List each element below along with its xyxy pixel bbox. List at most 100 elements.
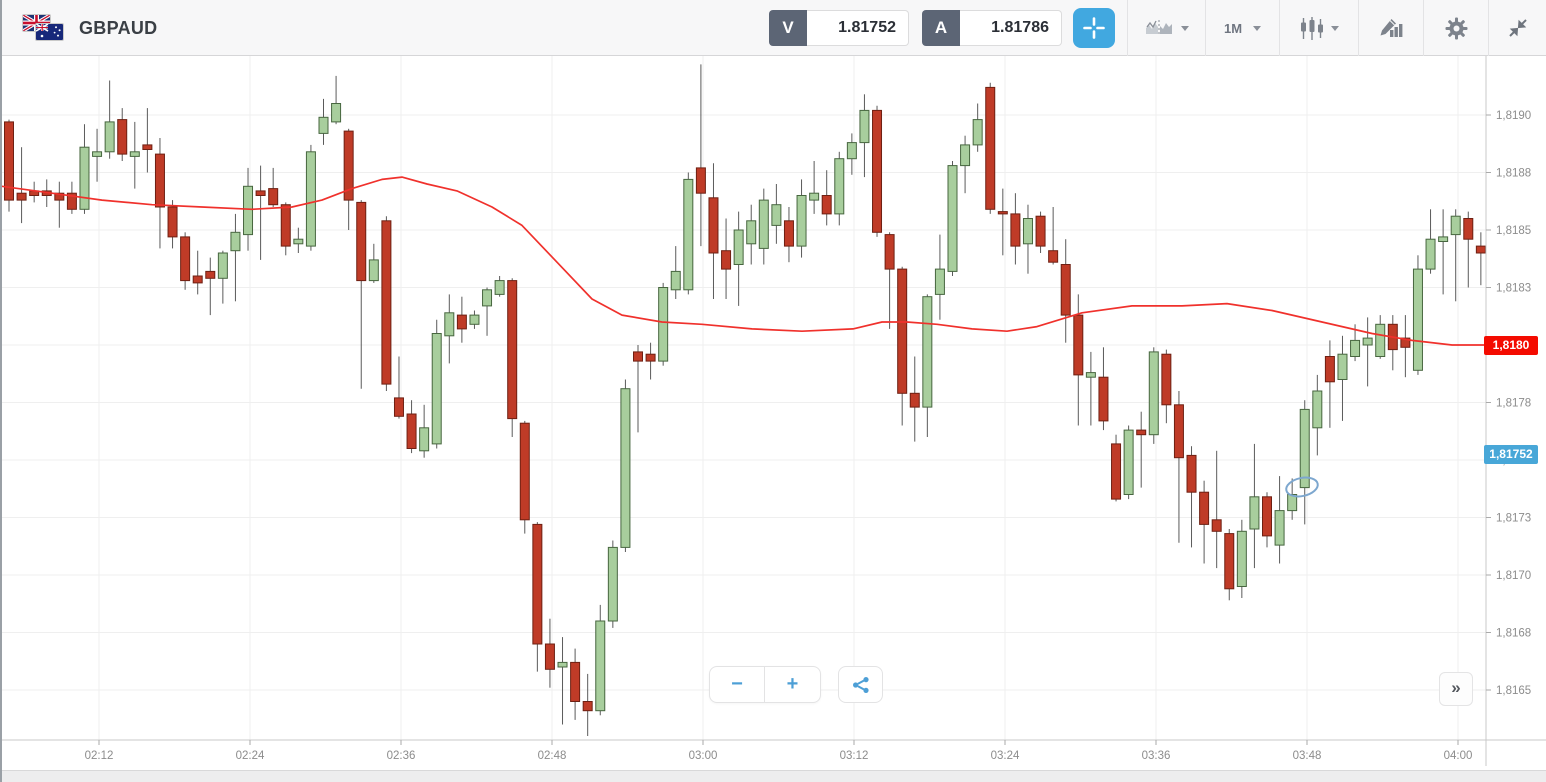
price-tick-label: 1,8188 — [1496, 168, 1531, 180]
candle-up — [444, 294, 455, 364]
candle-up — [658, 282, 669, 366]
candle-up — [1425, 209, 1436, 274]
ma-price-tag: 1,8180 — [1484, 336, 1538, 355]
candle-down — [1060, 239, 1071, 343]
time-tick-label: 03:12 — [840, 750, 869, 762]
buy-price[interactable]: 1.81786 — [960, 10, 1062, 46]
candle-up — [1249, 443, 1260, 569]
candlestick-icon — [1301, 16, 1323, 40]
candle-up — [746, 204, 757, 265]
candle-down — [1224, 529, 1235, 601]
chart-compare-icon — [1145, 20, 1172, 36]
candle-down — [821, 170, 832, 226]
time-tick-label: 03:24 — [991, 750, 1020, 762]
candle-down — [167, 200, 178, 249]
symbol-title: GBPAUD — [79, 18, 158, 38]
timeframe-label: 1M — [1223, 20, 1243, 36]
chevron-down-icon — [1180, 25, 1189, 31]
draw-indicator-button[interactable] — [1358, 0, 1423, 56]
candle-up — [620, 379, 631, 552]
candle-up — [771, 184, 782, 244]
candle-up — [796, 179, 807, 258]
candle-up — [305, 144, 316, 251]
zoom-out-button[interactable]: − — [710, 667, 765, 702]
candle-down — [29, 181, 40, 203]
candle-down — [154, 138, 165, 249]
candle-down — [985, 82, 996, 214]
candle-down — [884, 232, 895, 329]
candle-down — [1098, 347, 1109, 431]
candle-down — [708, 163, 719, 299]
collapse-chart-button[interactable] — [1488, 0, 1546, 56]
price-tick-label: 1,8190 — [1496, 110, 1531, 122]
candle-up — [846, 133, 857, 175]
buy-button[interactable]: A — [922, 10, 960, 46]
candle-up — [1274, 476, 1285, 564]
candle-down — [721, 218, 732, 299]
candle-up — [79, 124, 90, 214]
time-tick-label: 02:12 — [85, 750, 114, 762]
candle-up — [922, 294, 933, 437]
price-tick-label: 1,8165 — [1496, 685, 1531, 697]
candle-down — [117, 108, 128, 161]
candle-up — [1312, 374, 1323, 456]
candle-up — [1412, 255, 1423, 375]
australia-flag-icon — [35, 23, 64, 41]
candle-up — [431, 319, 442, 449]
candle-down — [633, 345, 643, 433]
price-tick-label: 1,8170 — [1496, 570, 1531, 582]
compare-chart-button[interactable] — [1127, 0, 1205, 56]
candle-up — [670, 246, 681, 299]
candle-down — [909, 356, 920, 442]
candle-down — [532, 522, 543, 672]
settings-button[interactable] — [1423, 0, 1488, 56]
candle-down — [192, 250, 203, 295]
zoom-in-button[interactable]: + — [786, 673, 799, 695]
candle-down — [872, 105, 883, 237]
candle-up — [368, 243, 379, 283]
candle-up — [595, 604, 606, 716]
candle-up — [217, 250, 228, 304]
candle-down — [695, 64, 706, 247]
candle-down — [66, 181, 77, 214]
candle-down — [1463, 211, 1474, 288]
candle-down — [997, 188, 1008, 256]
candle-up — [482, 287, 493, 336]
price-tick-label: 1,8185 — [1496, 225, 1531, 237]
candle-down — [1262, 492, 1272, 548]
candle-down — [381, 216, 392, 391]
price-tick-label: 1,8173 — [1496, 513, 1531, 525]
candle-down — [1211, 450, 1222, 569]
moving-average-line — [2, 176, 1486, 346]
candle-down — [1186, 446, 1197, 548]
candle-up — [859, 94, 870, 178]
candle-up — [318, 98, 329, 145]
candle-down — [205, 257, 216, 316]
candle-down — [1073, 294, 1084, 426]
price-tick-label: 1,8168 — [1496, 628, 1531, 640]
candle-down — [1035, 211, 1046, 253]
candle-down — [268, 167, 279, 207]
expand-panel-button[interactable]: » — [1439, 672, 1473, 706]
candle-up — [293, 227, 304, 253]
zoom-controls: − + — [709, 666, 821, 703]
price-tick-label: 1,8178 — [1496, 398, 1531, 410]
chart-type-button[interactable] — [1279, 0, 1358, 56]
candle-down — [1199, 480, 1210, 564]
candle-down — [1324, 340, 1335, 428]
sell-price[interactable]: 1.81752 — [807, 10, 909, 46]
sell-button[interactable]: V — [769, 10, 807, 46]
candle-up — [607, 540, 618, 628]
crosshair-button[interactable] — [1073, 8, 1115, 48]
candle-down — [1400, 315, 1411, 378]
candle-down — [897, 266, 908, 426]
candle-up — [1299, 400, 1310, 525]
candle-down — [582, 673, 593, 736]
position-marker-ellipse[interactable] — [1284, 475, 1319, 499]
chevron-down-icon — [1331, 25, 1339, 31]
candle-up — [331, 75, 342, 125]
timeframe-button[interactable]: 1M — [1205, 0, 1279, 56]
price-tick-label: 1,8183 — [1496, 283, 1531, 295]
share-button[interactable] — [838, 666, 883, 703]
